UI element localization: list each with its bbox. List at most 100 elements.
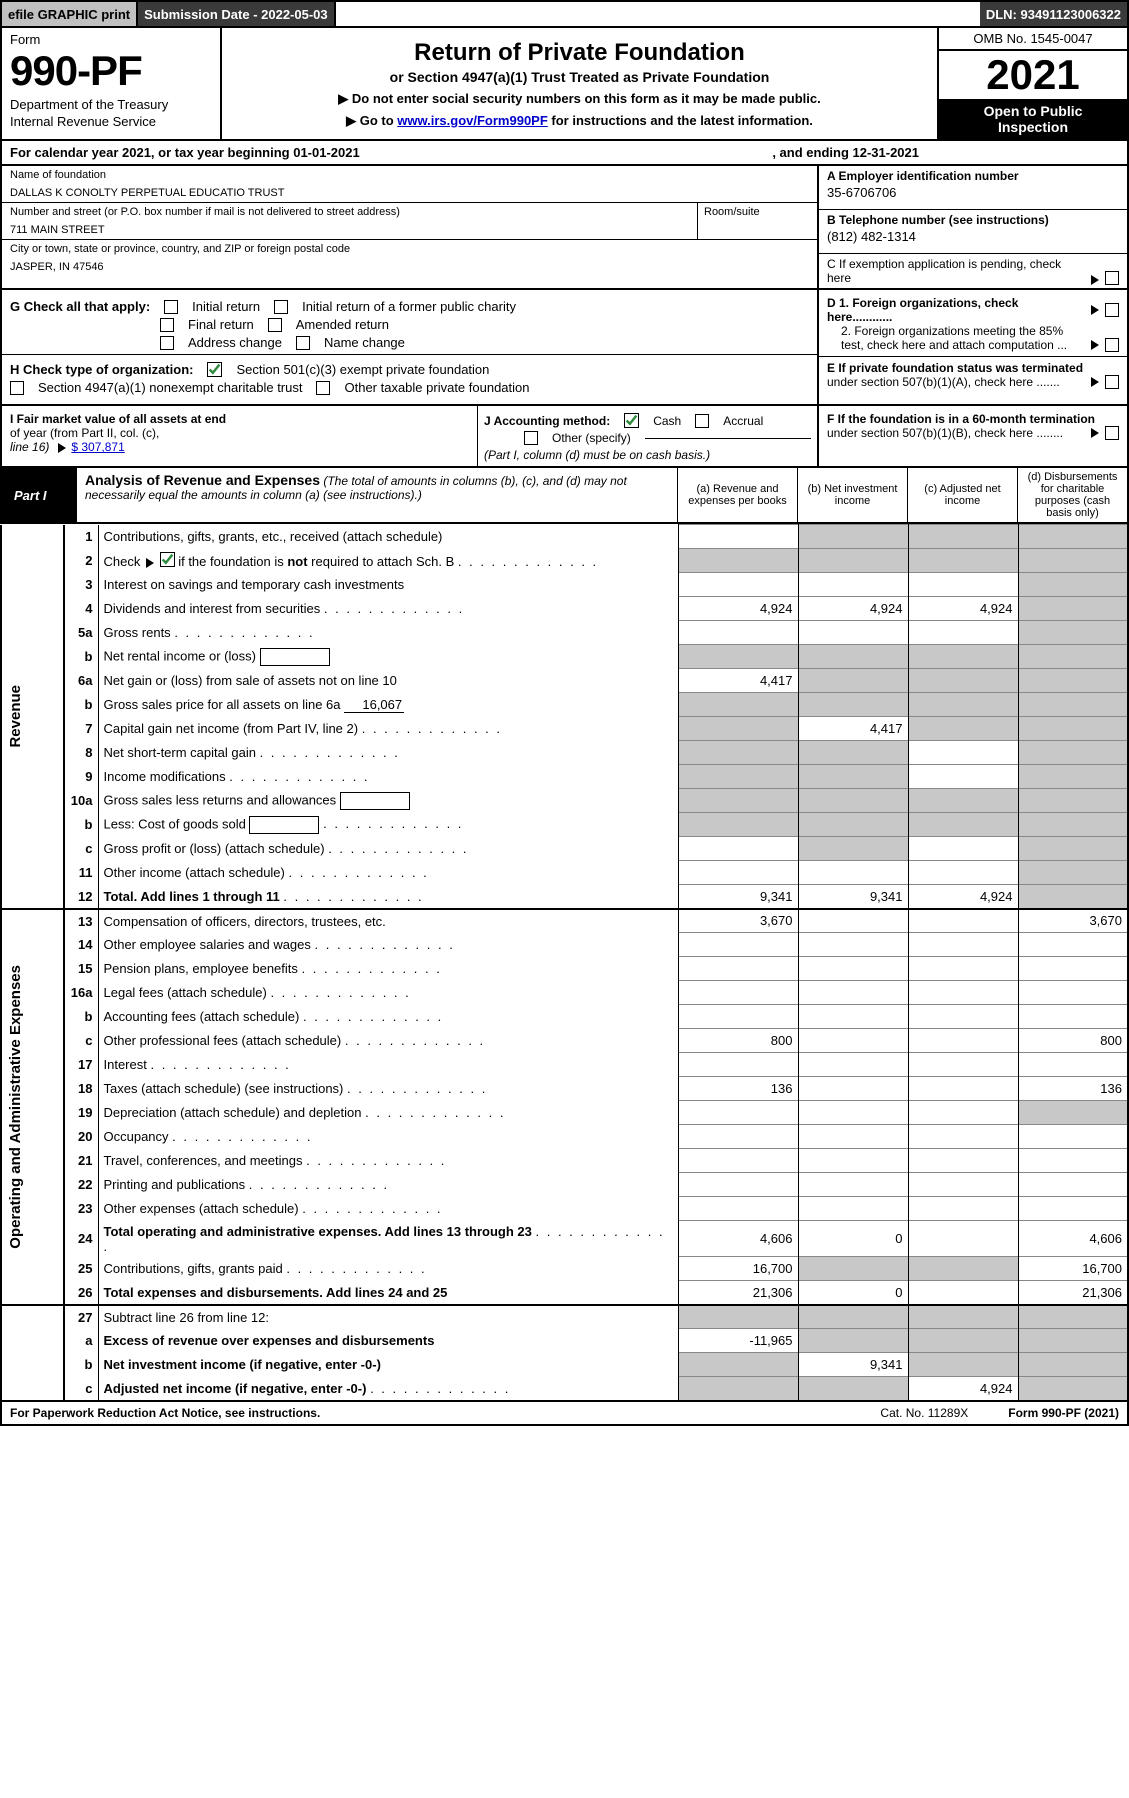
- checkbox-cash-checked[interactable]: [624, 413, 639, 428]
- amount-cell: [678, 1005, 798, 1029]
- amount-cell: 136: [678, 1077, 798, 1101]
- amount-cell: [908, 1305, 1018, 1329]
- amount-cell: [908, 717, 1018, 741]
- header-right: OMB No. 1545-0047 2021 Open to Public In…: [937, 28, 1127, 139]
- line-desc: Interest on savings and temporary cash i…: [98, 573, 678, 597]
- form-word: Form: [10, 32, 212, 47]
- amount-cell: [908, 1053, 1018, 1077]
- line-desc: Net short-term capital gain: [98, 741, 678, 765]
- line-number: c: [64, 837, 98, 861]
- table-row: Revenue1Contributions, gifts, grants, et…: [1, 525, 1128, 549]
- f1: F If the foundation is in a 60-month ter…: [827, 412, 1095, 426]
- line-number: 15: [64, 957, 98, 981]
- amount-cell: [908, 549, 1018, 573]
- checkbox-4947[interactable]: [10, 381, 24, 395]
- amount-cell: [1018, 597, 1128, 621]
- c-label: C If exemption application is pending, c…: [827, 257, 1085, 285]
- line-number: b: [64, 693, 98, 717]
- amount-cell: [908, 981, 1018, 1005]
- line-number: a: [64, 1329, 98, 1353]
- tel-label: B Telephone number (see instructions): [827, 213, 1119, 227]
- table-row: 14Other employee salaries and wages: [1, 933, 1128, 957]
- amount-cell: [798, 1329, 908, 1353]
- line-number: b: [64, 1353, 98, 1377]
- open1: Open to Public: [941, 103, 1125, 119]
- line-number: 9: [64, 765, 98, 789]
- line-desc: Gross rents: [98, 621, 678, 645]
- checkbox-initial-former[interactable]: [274, 300, 288, 314]
- amount-cell: [1018, 933, 1128, 957]
- checkbox-amended[interactable]: [268, 318, 282, 332]
- table-row: bNet investment income (if negative, ent…: [1, 1353, 1128, 1377]
- amount-cell: [1018, 789, 1128, 813]
- checkbox-d2[interactable]: [1105, 338, 1119, 352]
- line-desc: Accounting fees (attach schedule): [98, 1005, 678, 1029]
- addr-label: Number and street (or P.O. box number if…: [2, 203, 697, 221]
- amount-cell: 4,924: [908, 885, 1018, 909]
- checkbox-name-change[interactable]: [296, 336, 310, 350]
- amount-cell: [908, 957, 1018, 981]
- amount-cell: [1018, 1125, 1128, 1149]
- amount-cell: [1018, 813, 1128, 837]
- amount-cell: [908, 1125, 1018, 1149]
- amount-cell: 4,417: [798, 717, 908, 741]
- checkbox-501c3-checked[interactable]: [207, 362, 222, 377]
- checkbox-final[interactable]: [160, 318, 174, 332]
- line-number: 14: [64, 933, 98, 957]
- amount-cell: [798, 1101, 908, 1125]
- e1: E If private foundation status was termi…: [827, 361, 1083, 375]
- amount-cell: [1018, 1149, 1128, 1173]
- table-row: 5aGross rents: [1, 621, 1128, 645]
- foundation-name: DALLAS K CONOLTY PERPETUAL EDUCATIO TRUS…: [2, 184, 817, 202]
- checkbox-f[interactable]: [1105, 426, 1119, 440]
- amount-cell: [798, 1125, 908, 1149]
- line-number: 17: [64, 1053, 98, 1077]
- amount-cell: [678, 1053, 798, 1077]
- line-number: 16a: [64, 981, 98, 1005]
- i3: line 16): [10, 440, 49, 454]
- amount-cell: [908, 789, 1018, 813]
- line-desc: Depreciation (attach schedule) and deple…: [98, 1101, 678, 1125]
- amount-cell: [1018, 1101, 1128, 1125]
- part1-table: Revenue1Contributions, gifts, grants, et…: [0, 524, 1129, 1402]
- amount-cell: 800: [678, 1029, 798, 1053]
- table-row: 11Other income (attach schedule): [1, 861, 1128, 885]
- entity-right: A Employer identification number 35-6706…: [817, 166, 1127, 288]
- checkbox-accrual[interactable]: [695, 414, 709, 428]
- line-number: 5a: [64, 621, 98, 645]
- amount-cell: [798, 1077, 908, 1101]
- e2: under section 507(b)(1)(A), check here .…: [827, 375, 1060, 389]
- line-number: c: [64, 1377, 98, 1401]
- checkbox-d1[interactable]: [1105, 303, 1119, 317]
- instr-1: ▶ Do not enter social security numbers o…: [338, 91, 820, 107]
- amount-cell: [1018, 981, 1128, 1005]
- amount-cell: [1018, 573, 1128, 597]
- instr-2: ▶ Go to www.irs.gov/Form990PF for instru…: [346, 113, 813, 129]
- line-number: 26: [64, 1281, 98, 1305]
- amount-cell: [908, 909, 1018, 933]
- table-row: 4Dividends and interest from securities …: [1, 597, 1128, 621]
- j-accrual: Accrual: [723, 414, 763, 428]
- omb-number: OMB No. 1545-0047: [939, 28, 1127, 51]
- line-number: 10a: [64, 789, 98, 813]
- instr2-link[interactable]: www.irs.gov/Form990PF: [397, 113, 548, 128]
- table-row: 8Net short-term capital gain: [1, 741, 1128, 765]
- amount-cell: [798, 981, 908, 1005]
- checkbox-addr-change[interactable]: [160, 336, 174, 350]
- checkbox-c[interactable]: [1105, 271, 1119, 285]
- amount-cell: 21,306: [678, 1281, 798, 1305]
- amount-cell: [678, 861, 798, 885]
- amount-cell: [1018, 861, 1128, 885]
- checkbox-other-taxable[interactable]: [316, 381, 330, 395]
- checkbox-e[interactable]: [1105, 375, 1119, 389]
- checkbox-other-method[interactable]: [524, 431, 538, 445]
- amount-cell: [798, 933, 908, 957]
- line-desc: Printing and publications: [98, 1173, 678, 1197]
- paperwork-notice: For Paperwork Reduction Act Notice, see …: [10, 1406, 320, 1420]
- checkbox-initial[interactable]: [164, 300, 178, 314]
- other-specify-line[interactable]: [645, 438, 811, 439]
- table-row: 24Total operating and administrative exp…: [1, 1221, 1128, 1257]
- amount-cell: [908, 861, 1018, 885]
- line-desc: Total. Add lines 1 through 11: [98, 885, 678, 909]
- amount-cell: [1018, 1329, 1128, 1353]
